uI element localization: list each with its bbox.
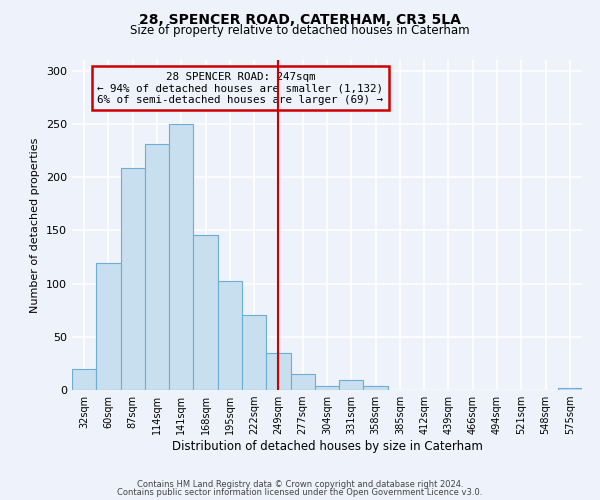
Bar [364,386,388,390]
Text: Size of property relative to detached houses in Caterham: Size of property relative to detached ho… [130,24,470,37]
Bar [169,124,193,390]
Text: Contains public sector information licensed under the Open Government Licence v3: Contains public sector information licen… [118,488,482,497]
Y-axis label: Number of detached properties: Number of detached properties [31,138,40,312]
Text: 28, SPENCER ROAD, CATERHAM, CR3 5LA: 28, SPENCER ROAD, CATERHAM, CR3 5LA [139,12,461,26]
Bar [266,352,290,390]
Bar [315,386,339,390]
Bar [72,368,96,390]
Bar [290,374,315,390]
Text: Contains HM Land Registry data © Crown copyright and database right 2024.: Contains HM Land Registry data © Crown c… [137,480,463,489]
Bar [242,316,266,390]
Bar [121,168,145,390]
Bar [558,388,582,390]
Bar [96,264,121,390]
Bar [339,380,364,390]
Text: 28 SPENCER ROAD: 247sqm
← 94% of detached houses are smaller (1,132)
6% of semi-: 28 SPENCER ROAD: 247sqm ← 94% of detache… [97,72,383,105]
X-axis label: Distribution of detached houses by size in Caterham: Distribution of detached houses by size … [172,440,482,453]
Bar [193,234,218,390]
Bar [218,282,242,390]
Bar [145,144,169,390]
